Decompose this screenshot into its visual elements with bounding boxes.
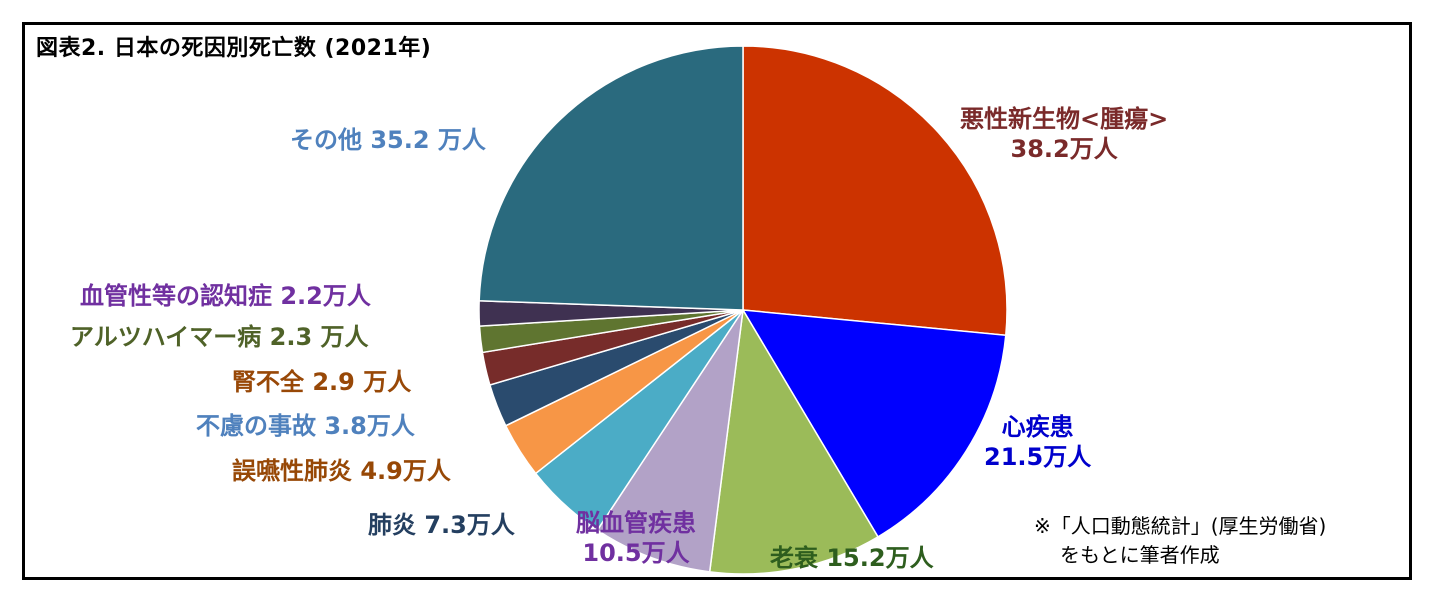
label-name: 老衰 (770, 544, 818, 572)
label-value: 15.2万人 (826, 544, 934, 572)
label-name: 脳血管疾患 (576, 509, 696, 537)
label-value: 38.2万人 (1010, 135, 1118, 163)
label-name: 肺炎 (368, 511, 416, 539)
pie-slice-0 (742, 45, 1008, 337)
label-value: 3.8万人 (324, 412, 415, 440)
label-malignant-neoplasm: 悪性新生物<腫瘍> 38.2万人 (960, 104, 1168, 164)
label-renal-failure: 腎不全 2.9 万人 (232, 367, 411, 397)
label-name: 誤嚥性肺炎 (232, 457, 352, 485)
label-other: その他 35.2 万人 (290, 125, 486, 155)
label-value: 4.9万人 (360, 457, 451, 485)
label-aspiration-pneumonia: 誤嚥性肺炎 4.9万人 (232, 456, 451, 486)
label-name: 心疾患 (1001, 413, 1074, 441)
source-note-line1: ※「人口動態統計」(厚生労働省) (1034, 514, 1327, 538)
label-vascular-dementia: 血管性等の認知症 2.2万人 (80, 281, 371, 311)
label-name: 悪性新生物<腫瘍> (960, 105, 1169, 133)
pie-slice-10 (478, 45, 744, 311)
label-name: その他 (290, 126, 362, 154)
chart-title: 図表2. 日本の死因別死亡数 (2021年) (36, 36, 432, 61)
label-value: 2.2万人 (280, 282, 371, 310)
label-value: 10.5万人 (582, 539, 690, 567)
pie-slice-3 (596, 309, 744, 573)
label-alzheimers: アルツハイマー病 2.3 万人 (70, 322, 369, 352)
label-name: 腎不全 (232, 368, 304, 396)
label-pneumonia: 肺炎 7.3万人 (368, 510, 515, 540)
label-cerebrovascular: 脳血管疾患 10.5万人 (576, 508, 696, 568)
source-note-line2: をもとに筆者作成 (1060, 543, 1220, 567)
source-note: ※「人口動態統計」(厚生労働省) をもとに筆者作成 (1034, 512, 1326, 570)
label-value: 7.3万人 (424, 511, 515, 539)
pie-slice-1 (741, 309, 1007, 538)
label-value: 35.2 万人 (370, 126, 486, 154)
label-heart-disease: 心疾患 21.5万人 (984, 412, 1091, 472)
label-accident: 不慮の事故 3.8万人 (196, 411, 415, 441)
label-name: アルツハイマー病 (70, 323, 262, 351)
label-value: 2.3 万人 (269, 323, 369, 351)
label-value: 21.5万人 (984, 443, 1092, 471)
label-name: 血管性等の認知症 (80, 282, 272, 310)
label-name: 不慮の事故 (196, 412, 316, 440)
label-value: 2.9 万人 (312, 368, 412, 396)
label-senility: 老衰 15.2万人 (770, 543, 934, 573)
pie-slice-2 (708, 307, 880, 575)
